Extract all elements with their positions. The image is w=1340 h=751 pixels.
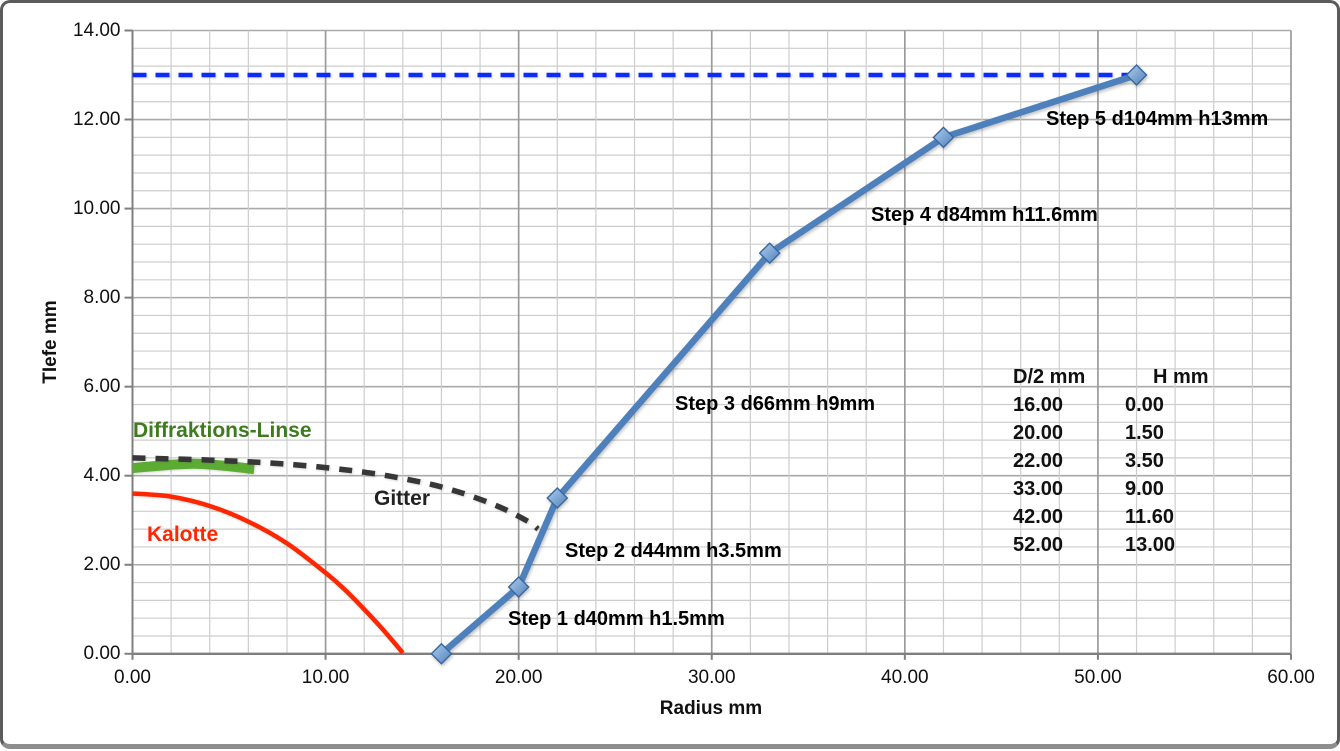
- y-tick-label: 8.00: [83, 286, 121, 308]
- data-table-row: 33.00 9.00: [1013, 475, 1263, 503]
- data-table-header-cell: D/2 mm: [1013, 366, 1086, 388]
- data-point-marker: [932, 126, 955, 149]
- x-tick-label: 10.00: [301, 666, 350, 688]
- x-axis-title: Radius mm: [659, 698, 763, 719]
- data-point-marker: [758, 242, 781, 265]
- label-gitter: Gitter: [374, 487, 431, 510]
- data-table-cell: 11.60: [1125, 506, 1174, 528]
- x-tick-label: 30.00: [687, 666, 736, 688]
- data-table-cell: 52.00: [1013, 534, 1064, 556]
- label-kalotte: Kalotte: [147, 523, 219, 546]
- y-tick-label: 2.00: [83, 553, 121, 575]
- data-table-cell: 3.50: [1125, 450, 1164, 472]
- gridlines: [132, 29, 1292, 654]
- data-table-cell: 0.00: [1125, 394, 1164, 416]
- label-step-5: Step 5 d104mm h13mm: [1046, 108, 1269, 130]
- data-point-marker: [546, 486, 569, 509]
- x-tick-label: 50.00: [1074, 666, 1122, 688]
- y-tick-label: 14.00: [72, 19, 121, 41]
- data-table-row: 42.00 11.60: [1013, 503, 1263, 531]
- y-tick-label: 4.00: [83, 464, 121, 486]
- data-table-cell: 22.00: [1013, 450, 1064, 472]
- x-tick-label: 0.00: [114, 666, 151, 688]
- data-table-cell: 42.00: [1013, 506, 1064, 528]
- data-table-cell: 1.50: [1125, 422, 1164, 444]
- x-tick-label: 40.00: [881, 666, 929, 688]
- y-tick-label: 10.00: [72, 197, 121, 219]
- data-table-cell: 33.00: [1013, 478, 1064, 500]
- data-table-header: D/2 mm H mm: [1013, 363, 1263, 391]
- x-tick-label: 60.00: [1267, 666, 1315, 688]
- data-table-cell: 16.00: [1013, 394, 1064, 416]
- data-table-header-cell: H mm: [1153, 366, 1209, 388]
- data-table-cell: 20.00: [1013, 422, 1064, 444]
- data-table-row: 52.00 13.00: [1013, 531, 1263, 559]
- label-diffraktions-linse: Diffraktions-Linse: [133, 419, 312, 442]
- series-kalotte: [132, 491, 405, 655]
- data-point-marker: [1125, 64, 1148, 87]
- data-table-row: 22.00 3.50: [1013, 447, 1263, 475]
- data-point-marker: [430, 642, 453, 665]
- y-tick-label: 6.00: [83, 375, 121, 397]
- data-table-cell: 9.00: [1125, 478, 1164, 500]
- label-step-3: Step 3 d66mm h9mm: [675, 393, 876, 415]
- axes: [124, 29, 1292, 660]
- x-tick-label: 20.00: [494, 666, 543, 688]
- data-table: D/2 mm H mm 16.00 0.00 20.00 1.50 22.00 3.50 33.…: [1013, 363, 1263, 559]
- label-step-2: Step 2 d44mm h3.5mm: [565, 540, 782, 562]
- data-table-row: 20.00 1.50: [1013, 419, 1263, 447]
- label-step-1: Step 1 d40mm h1.5mm: [508, 608, 725, 630]
- data-point-marker: [507, 576, 530, 599]
- y-tick-label: 12.00: [72, 108, 121, 130]
- data-table-cell: 13.00: [1125, 534, 1176, 556]
- y-tick-label: 0.00: [83, 642, 121, 664]
- series-steps: [430, 64, 1148, 665]
- data-table-row: 16.00 0.00: [1013, 391, 1263, 419]
- chart-canvas: [124, 29, 1292, 665]
- label-step-4: Step 4 d84mm h11.6mm: [871, 204, 1098, 226]
- series-gitter: [132, 455, 540, 532]
- series-diffraktions-linse: [132, 458, 255, 474]
